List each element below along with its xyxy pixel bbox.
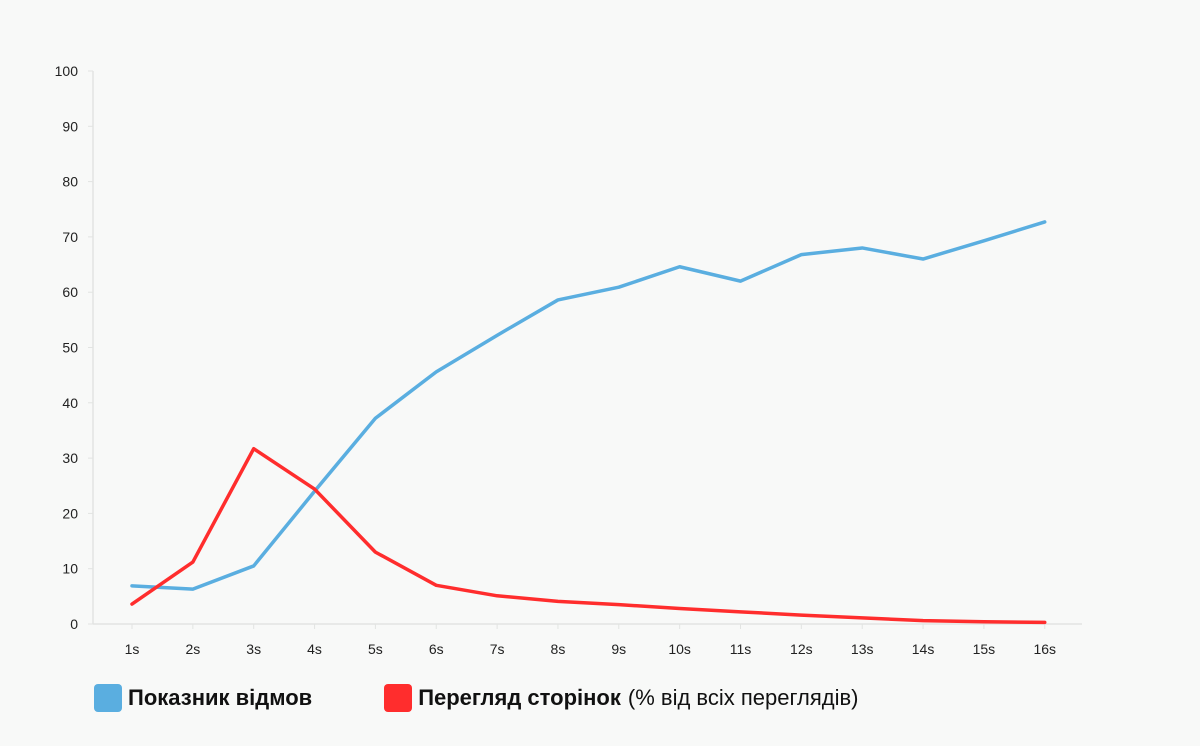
x-tick-label: 6s (429, 641, 444, 657)
x-tick-label: 1s (125, 641, 140, 657)
axes (92, 71, 1082, 625)
x-axis-ticks: 1s 2s 3s 4s 5s 6s 7s 8s 9s 10s 11s 12s 13s 14s 15s 16s (125, 624, 1056, 657)
series-line-bounce-rate (130, 220, 1047, 591)
series-line-page-views (130, 446, 1047, 625)
x-tick-label: 15s (973, 641, 996, 657)
y-axis-ticks: 0 10 20 30 40 50 60 70 80 90 100 (55, 63, 93, 632)
series-lines (130, 220, 1047, 625)
x-tick-label: 7s (490, 641, 505, 657)
legend-swatch-bounce-rate (94, 684, 122, 712)
y-tick-label: 40 (62, 395, 78, 411)
x-tick-label: 3s (246, 641, 261, 657)
x-tick-label: 8s (551, 641, 566, 657)
x-tick-label: 5s (368, 641, 383, 657)
y-tick-label: 10 (62, 561, 78, 577)
y-tick-label: 60 (62, 284, 78, 300)
legend-swatch-page-views (384, 684, 413, 712)
legend-item-page-views[interactable]: Перегляд сторінок (% від всіх переглядів… (384, 684, 859, 712)
legend-item-bounce-rate[interactable]: Показник відмов (94, 684, 312, 712)
y-tick-label: 0 (70, 616, 78, 632)
x-tick-label: 9s (611, 641, 626, 657)
x-tick-label: 2s (185, 641, 200, 657)
y-tick-label: 100 (55, 63, 79, 79)
y-tick-label: 80 (62, 174, 78, 190)
x-tick-label: 4s (307, 641, 322, 657)
x-tick-label: 16s (1033, 641, 1056, 657)
legend-label-page-views: Перегляд сторінок (418, 685, 621, 710)
legend-label-page-views-suffix: (% від всіх переглядів) (627, 685, 859, 710)
x-tick-label: 13s (851, 641, 874, 657)
y-tick-label: 30 (62, 450, 78, 466)
x-tick-label: 14s (912, 641, 935, 657)
y-tick-label: 90 (62, 118, 78, 134)
y-tick-label: 50 (62, 340, 78, 356)
legend-label-bounce-rate: Показник відмов (128, 685, 313, 710)
x-tick-label: 11s (730, 641, 752, 657)
legend: Показник відмов Перегляд сторінок (% від… (94, 682, 931, 714)
y-tick-label: 20 (62, 505, 78, 521)
x-tick-label: 12s (790, 641, 813, 657)
x-tick-label: 10s (668, 641, 691, 657)
y-tick-label: 70 (62, 229, 78, 245)
